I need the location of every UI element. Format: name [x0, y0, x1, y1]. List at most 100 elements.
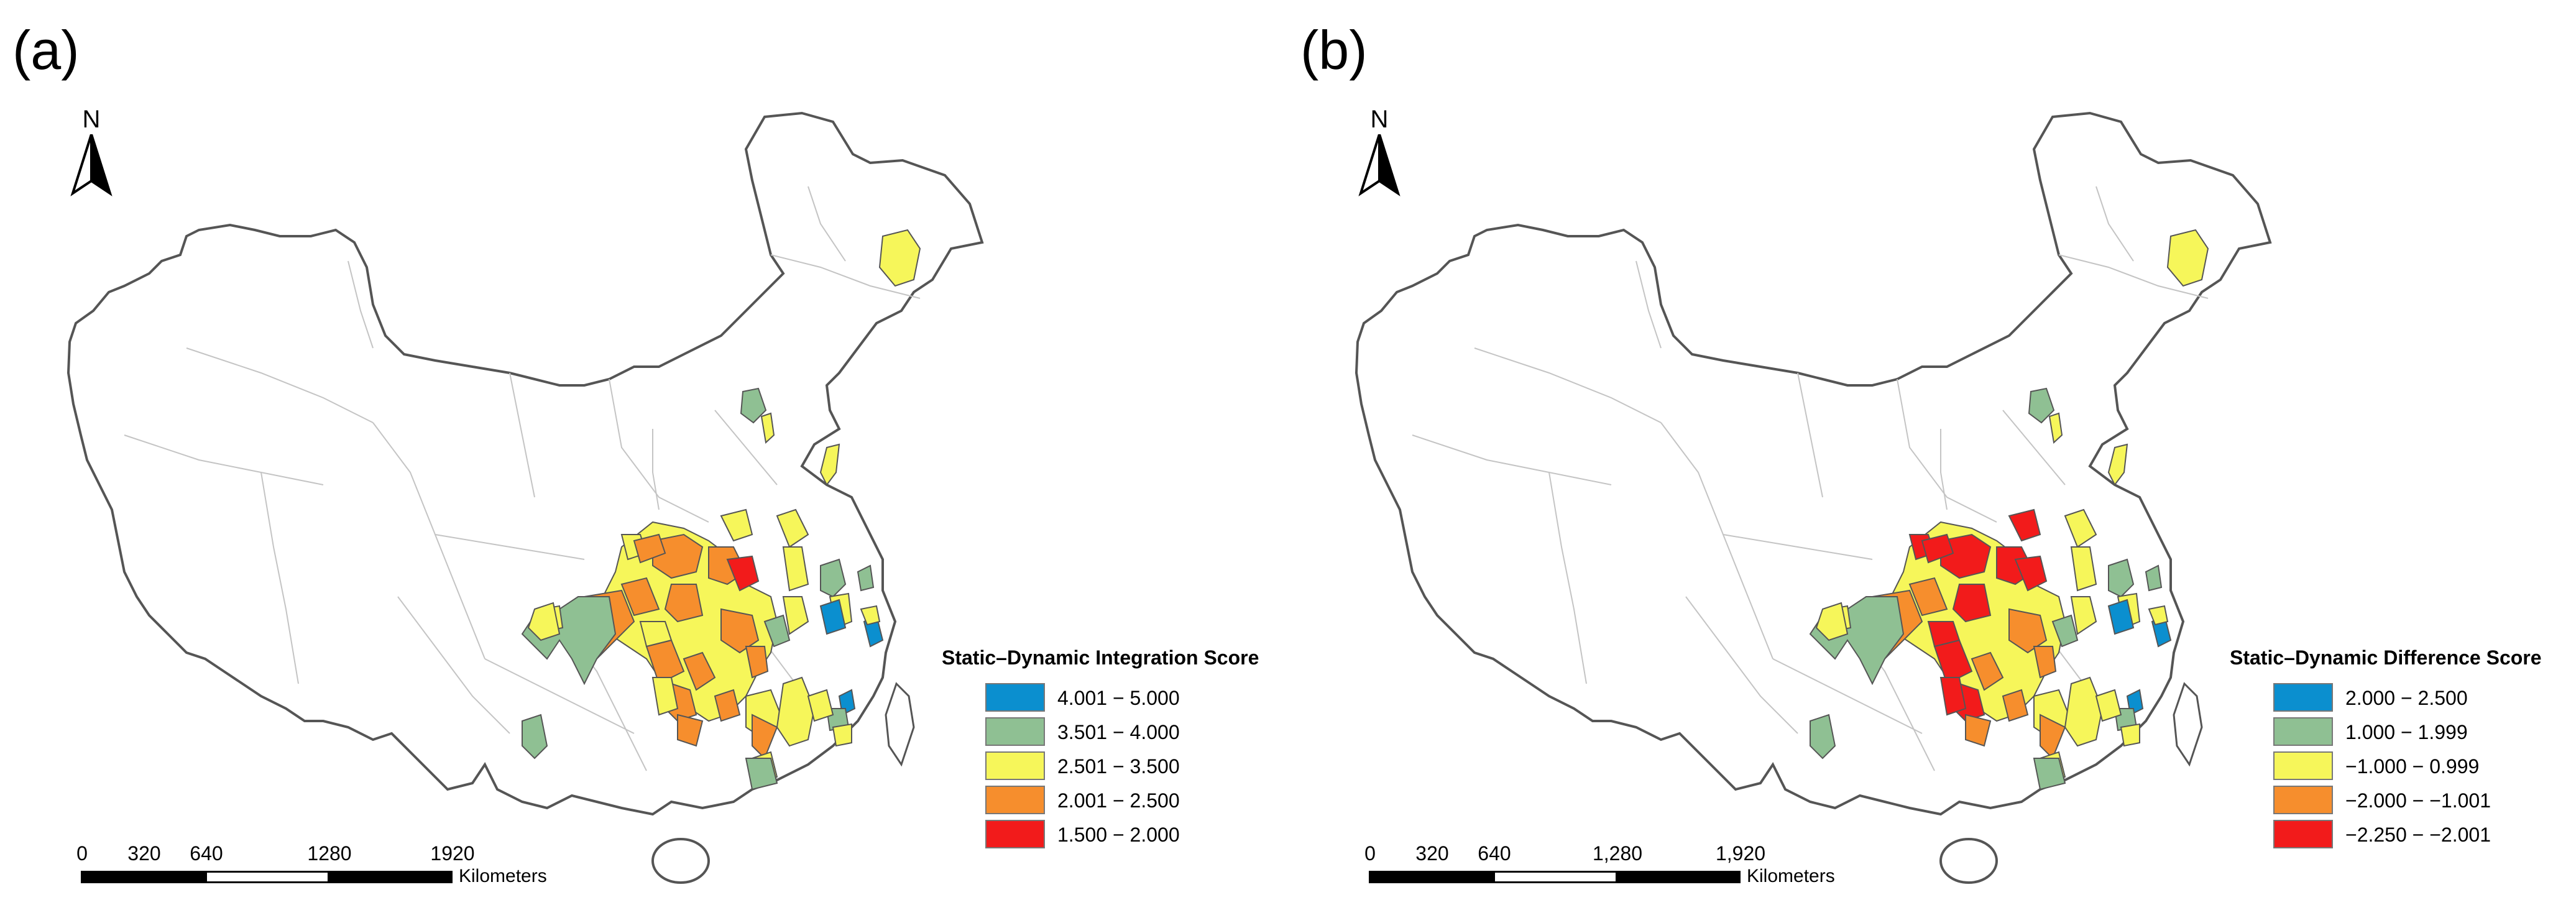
legend-swatch	[2273, 717, 2333, 746]
region	[633, 533, 666, 564]
scored-regions	[1809, 229, 2209, 791]
legend-title: Static–Dynamic Difference Score	[2230, 646, 2542, 669]
legend-swatch	[985, 717, 1045, 746]
region	[2108, 558, 2135, 598]
region	[2048, 412, 2063, 444]
legend-swatch	[2273, 751, 2333, 780]
legend-swatch	[985, 820, 1045, 848]
region	[1939, 677, 1967, 716]
legend-label: 2.001 − 2.500	[1057, 789, 1180, 812]
scale-unit: Kilometers	[459, 866, 547, 886]
region	[1815, 602, 1849, 641]
scale-tick: 320	[1415, 842, 1449, 865]
scale-bar: 0 320 640 1280 1920 Kilometers	[76, 842, 640, 886]
legend: Static–Dynamic Integration Score 4.001 −…	[942, 646, 1259, 853]
scale-tick: 1,920	[1715, 842, 1766, 865]
region	[677, 714, 704, 747]
legend-item: 3.501 − 4.000	[985, 716, 1259, 750]
region	[2145, 564, 2163, 592]
legend-label: 2.501 − 3.500	[1057, 755, 1180, 778]
panel-label: (a)	[12, 19, 80, 81]
region	[683, 651, 716, 691]
scale-tick: 1920	[430, 842, 475, 865]
legend-item: 1.500 − 2.000	[985, 819, 1259, 853]
scale-tick: 640	[1478, 842, 1511, 865]
region	[2033, 646, 2057, 679]
region	[2051, 614, 2079, 648]
legend-swatch	[2273, 786, 2333, 814]
region	[726, 555, 760, 592]
legend-swatch	[2273, 683, 2333, 712]
region	[2008, 508, 2041, 542]
legend-label: 4.001 − 5.000	[1057, 687, 1180, 709]
region	[776, 676, 816, 747]
region	[1921, 533, 1954, 564]
region	[878, 229, 921, 287]
region	[832, 723, 852, 747]
legend-item: −2.250 − −2.001	[2273, 819, 2542, 853]
scored-regions	[521, 229, 921, 791]
region	[1810, 714, 1836, 760]
region	[2107, 443, 2128, 486]
region	[819, 443, 840, 486]
legend-label: 3.501 − 4.000	[1057, 721, 1180, 743]
north-arrow-icon: N	[70, 106, 113, 199]
scale-tick: 640	[190, 842, 223, 865]
scale-tick: 320	[127, 842, 161, 865]
north-label: N	[82, 106, 101, 133]
legend-swatch	[985, 786, 1045, 814]
region	[740, 387, 767, 424]
scale-bar: 0 320 640 1,280 1,920 Kilometers	[1364, 842, 1928, 886]
region	[857, 564, 875, 592]
north-label: N	[1370, 106, 1389, 133]
legend-item: 2.000 − 2.500	[2273, 682, 2542, 716]
region	[1971, 651, 2004, 691]
region	[782, 596, 809, 635]
region	[714, 689, 741, 722]
region	[1927, 621, 1961, 648]
china-map	[1355, 112, 2271, 884]
region	[1908, 577, 1948, 617]
region	[620, 577, 660, 617]
legend-label: 1.500 − 2.000	[1057, 824, 1180, 846]
region	[745, 758, 778, 791]
scale-tick: 1,280	[1592, 842, 1643, 865]
region	[1965, 714, 1992, 747]
region	[664, 584, 704, 623]
scale-tick: 1280	[307, 842, 352, 865]
legend-item: 1.000 − 1.999	[2273, 716, 2542, 750]
scale-unit: Kilometers	[1747, 866, 1835, 886]
legend-item: 2.501 − 3.500	[985, 750, 1259, 784]
region	[2095, 689, 2122, 722]
scale-tick: 0	[76, 842, 88, 865]
region	[527, 602, 561, 641]
region	[1952, 584, 1992, 623]
legend-swatch	[985, 751, 1045, 780]
region	[1940, 533, 1992, 579]
legend-swatch	[2273, 820, 2333, 848]
region	[820, 558, 847, 598]
legend-swatch	[985, 683, 1045, 712]
map-panel-b: (b) N	[1288, 0, 2576, 923]
legend: Static–Dynamic Difference Score 2.000 − …	[2230, 646, 2542, 853]
panel-label: (b)	[1300, 19, 1368, 81]
region	[522, 714, 548, 760]
region	[2070, 546, 2097, 592]
legend-title: Static–Dynamic Integration Score	[942, 646, 1259, 669]
legend-item: −1.000 − 0.999	[2273, 750, 2542, 784]
scale-tick: 0	[1364, 842, 1376, 865]
region	[2064, 676, 2104, 747]
region	[2107, 599, 2135, 635]
region	[763, 614, 791, 648]
legend-label: 2.000 − 2.500	[2345, 687, 2468, 709]
internal-borders	[124, 186, 921, 771]
region	[860, 605, 881, 626]
region	[760, 412, 775, 444]
map-panel-a: (a) N	[12, 19, 1259, 886]
legend-label: −2.000 − −1.001	[2345, 789, 2491, 812]
region	[2014, 555, 2048, 592]
region	[807, 689, 834, 722]
legend-item: −2.000 − −1.001	[2273, 784, 2542, 819]
region	[2028, 387, 2055, 424]
china-map	[67, 112, 983, 884]
